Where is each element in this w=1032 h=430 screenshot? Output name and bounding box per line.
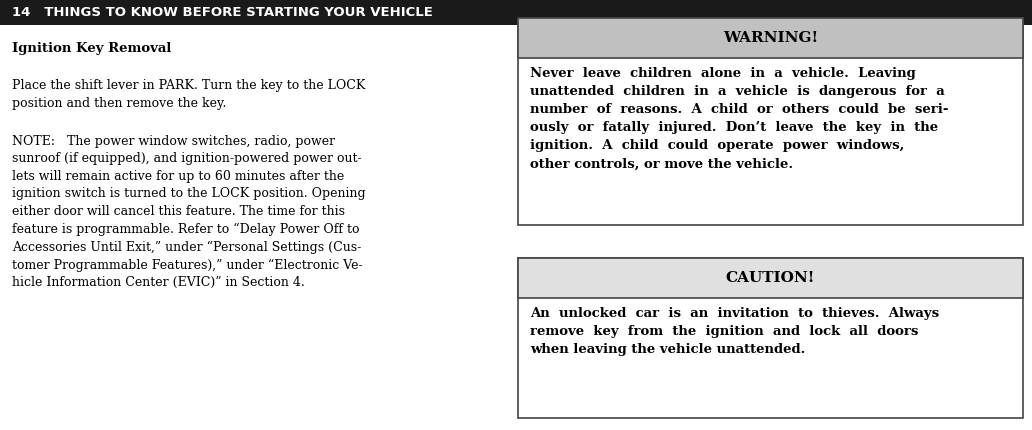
Text: Never  leave  children  alone  in  a  vehicle.  Leaving
unattended  children  in: Never leave children alone in a vehicle.… [530,68,949,170]
Text: Ignition Key Removal: Ignition Key Removal [12,42,171,55]
Text: 14   THINGS TO KNOW BEFORE STARTING YOUR VEHICLE: 14 THINGS TO KNOW BEFORE STARTING YOUR V… [12,6,433,19]
Text: Place the shift lever in PARK. Turn the key to the LOCK
position and then remove: Place the shift lever in PARK. Turn the … [12,79,365,110]
Bar [518,258,1023,418]
Text: WARNING!: WARNING! [722,31,818,45]
Text: NOTE:   The power window switches, radio, power
sunroof (if equipped), and ignit: NOTE: The power window switches, radio, … [12,135,366,289]
Bar [518,258,1023,298]
Text: An  unlocked  car  is  an  invitation  to  thieves.  Always
remove  key  from  t: An unlocked car is an invitation to thie… [530,307,939,356]
Bar [518,18,1023,58]
Bar [518,18,1023,225]
Bar [0,0,1032,25]
Text: CAUTION!: CAUTION! [725,271,815,285]
